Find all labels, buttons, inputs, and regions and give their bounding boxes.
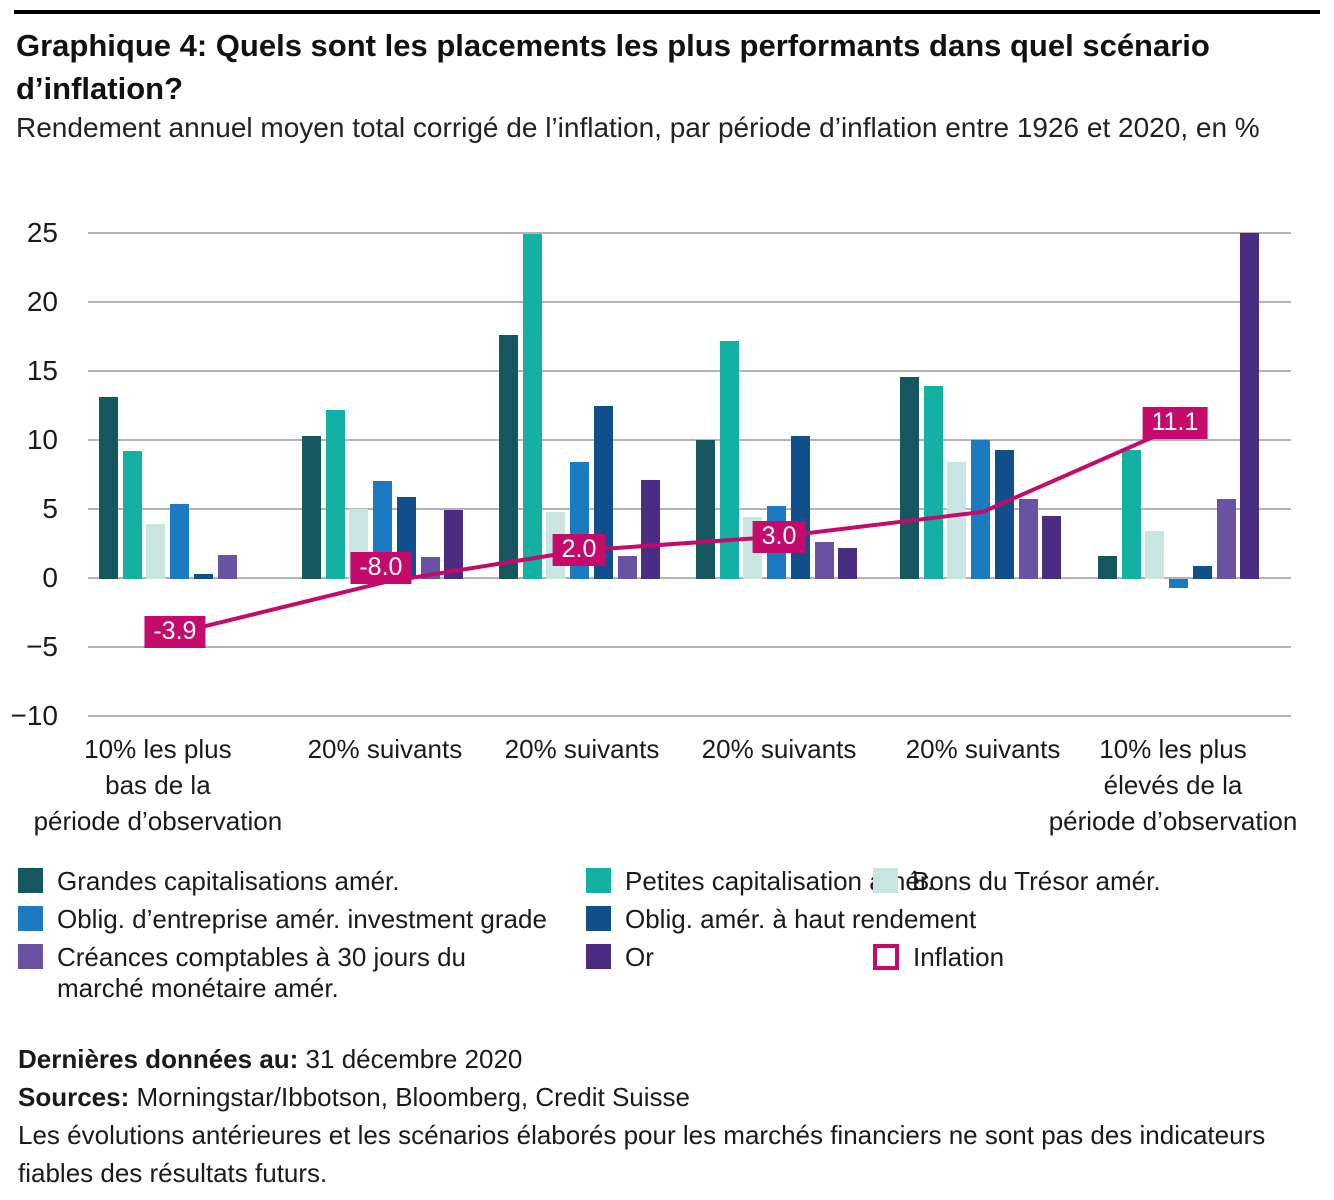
x-axis-category-label: 20% suivants	[504, 734, 660, 764]
y-axis-tick-label: 0	[42, 562, 58, 593]
top-rule	[14, 10, 1320, 14]
y-axis-tick-label: 15	[26, 355, 58, 386]
gridline	[88, 646, 1291, 648]
bar-7-group-5	[1042, 515, 1062, 579]
bar-2-group-2	[325, 409, 345, 579]
legend-label: Bons du Trésor amér.	[912, 866, 1161, 896]
bar-5-group-6	[1192, 565, 1212, 579]
legend-swatch-oblig-investment-grade	[18, 906, 43, 931]
legend-label: Oblig. amér. à haut rendement	[625, 904, 977, 934]
x-axis-category-label: 10% les plus élevés de la période d’observ…	[1048, 734, 1298, 836]
legend-label: Oblig. d’entreprise amér. investment gra…	[57, 904, 547, 934]
bar-6-group-6	[1216, 499, 1236, 579]
bar-1-group-1	[99, 397, 118, 579]
gridline	[88, 577, 1291, 579]
bar-6-group-3	[617, 555, 637, 579]
gridline	[88, 301, 1291, 303]
bar-3-group-6	[1145, 531, 1165, 579]
bar-1-group-3	[499, 335, 518, 579]
legend: Grandes capitalisations amér. Petites ca…	[18, 860, 1320, 1020]
chart-subtitle: Rendement annuel moyen total corrigé de …	[16, 112, 1260, 143]
x-axis-category-label: 20% suivants	[701, 734, 857, 764]
chart-title: Graphique 4: Quels sont les placements l…	[16, 28, 1210, 106]
legend-swatch-petites-capitalisation	[586, 868, 611, 893]
legend-swatch-grandes-capitalisations	[18, 868, 43, 893]
inflation-value-label: 3.0	[752, 520, 806, 553]
bar-2-group-6	[1121, 449, 1141, 579]
bar-4-group-5	[971, 440, 991, 579]
footer: Dernières données au: 31 décembre 2020 S…	[18, 1040, 1334, 1192]
inflation-value-label: 2.0	[552, 534, 606, 567]
bar-2-group-3	[522, 234, 542, 579]
legend-label: Or	[625, 942, 654, 972]
legend-item-bons-du-tresor: Bons du Trésor amér.	[873, 866, 1161, 897]
legend-item-grandes-capitalisations: Grandes capitalisations amér.	[18, 866, 400, 897]
bar-2-group-1	[122, 451, 142, 579]
last-data-value: 31 décembre 2020	[305, 1044, 523, 1074]
x-axis-category-label: 10% les plus bas de la période d’observati…	[33, 734, 283, 836]
bar-5-group-1	[193, 573, 213, 579]
gridline	[88, 715, 1291, 717]
inflation-value-label: -3.9	[144, 615, 206, 648]
bar-7-group-4	[838, 547, 858, 579]
y-axis-tick-label: −10	[10, 700, 59, 731]
x-axis-category-label: 20% suivants	[905, 734, 1061, 764]
bar-3-group-1	[146, 524, 166, 579]
bar-1-group-5	[900, 376, 919, 579]
legend-swatch-inflation	[873, 944, 899, 970]
bar-1-group-2	[302, 435, 321, 579]
legend-item-creances-comptables: Créances comptables à 30 jours du marché…	[18, 942, 509, 1004]
legend-swatch-or	[586, 944, 611, 969]
bar-6-group-4	[814, 542, 834, 579]
bar-1-group-6	[1098, 555, 1117, 579]
legend-swatch-oblig-haut-rendement	[586, 906, 611, 931]
gridline	[88, 439, 1291, 441]
legend-swatch-bons-du-tresor	[873, 868, 898, 893]
bar-1-group-4	[696, 440, 715, 579]
bar-4-group-1	[170, 503, 190, 579]
legend-item-oblig-investment-grade: Oblig. d’entreprise amér. investment gra…	[18, 904, 547, 935]
bar-7-group-6	[1240, 233, 1260, 579]
y-axis-tick-label: 10	[26, 424, 58, 455]
bar-4-group-6	[1169, 579, 1189, 588]
y-axis-tick-label: 5	[42, 493, 58, 524]
legend-label: Inflation	[913, 942, 1005, 972]
gridline	[88, 370, 1291, 372]
bar-2-group-5	[923, 386, 943, 579]
legend-label: Créances comptables à 30 jours du marché…	[57, 942, 467, 1003]
inflation-scenario-bar-chart: 25 20 15 10 5 0 −5 −10 -3.9 -8.0 2.0 3.0 11.1 10% les…	[0, 215, 1334, 863]
legend-item-oblig-haut-rendement: Oblig. amér. à haut rendement	[586, 904, 976, 935]
bar-6-group-1	[217, 554, 237, 579]
y-axis-tick-label: 25	[26, 217, 58, 248]
x-axis-category-label: 20% suivants	[307, 734, 463, 764]
gridline	[88, 232, 1291, 234]
inflation-value-label: 11.1	[1142, 406, 1208, 439]
legend-swatch-creances-comptables	[18, 944, 43, 969]
legend-item-or: Or	[586, 942, 654, 973]
bar-7-group-3	[641, 480, 661, 579]
disclaimer: Les évolutions antérieures et les scénar…	[18, 1120, 1266, 1188]
sources-label: Sources:	[18, 1082, 130, 1112]
legend-label: Grandes capitalisations amér.	[57, 866, 400, 896]
last-data-line: Dernières données au: 31 décembre 2020	[18, 1040, 1334, 1078]
y-axis-tick-label: 20	[26, 286, 58, 317]
bar-3-group-5	[947, 462, 967, 579]
last-data-label: Dernières données au:	[18, 1044, 299, 1074]
sources-line: Sources: Morningstar/Ibbotson, Bloomberg…	[18, 1078, 1334, 1116]
y-axis-tick-label: −5	[26, 631, 58, 662]
bar-7-group-2	[444, 510, 464, 579]
legend-item-inflation: Inflation	[873, 942, 1004, 973]
inflation-value-label: -8.0	[350, 552, 412, 585]
gridline	[88, 508, 1291, 510]
sources-value: Morningstar/Ibbotson, Bloomberg, Credit …	[136, 1082, 691, 1112]
bar-2-group-4	[719, 340, 739, 579]
bar-6-group-5	[1018, 499, 1038, 579]
bar-5-group-5	[994, 449, 1014, 579]
inflation-line	[181, 422, 1182, 634]
